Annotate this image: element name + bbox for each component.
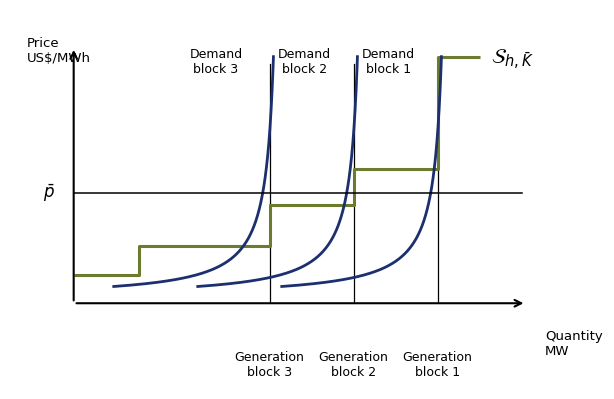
Text: Generation
block 1: Generation block 1 bbox=[403, 351, 473, 379]
Text: Demand
block 2: Demand block 2 bbox=[278, 48, 331, 76]
Text: $\bar{p}$: $\bar{p}$ bbox=[43, 182, 55, 204]
Text: Demand
block 3: Demand block 3 bbox=[190, 48, 243, 76]
Text: Demand
block 1: Demand block 1 bbox=[362, 48, 415, 76]
Text: Quantity
MW: Quantity MW bbox=[545, 330, 603, 358]
Text: Price
US$/MWh: Price US$/MWh bbox=[27, 37, 91, 65]
Text: $\mathcal{S}_{h,\bar{K}}$: $\mathcal{S}_{h,\bar{K}}$ bbox=[491, 48, 534, 72]
Text: Generation
block 3: Generation block 3 bbox=[235, 351, 305, 379]
Text: Generation
block 2: Generation block 2 bbox=[319, 351, 389, 379]
